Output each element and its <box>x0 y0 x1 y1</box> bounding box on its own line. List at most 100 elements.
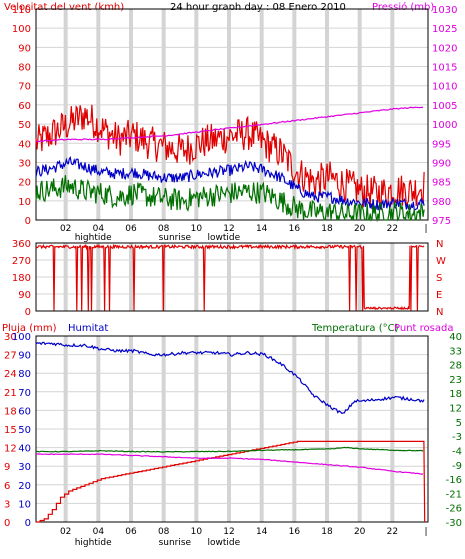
rain-tick-label: 3 <box>4 499 10 510</box>
temp-tick-label: 33 <box>449 346 462 357</box>
x-tick-label: 06 <box>125 224 137 234</box>
series-direction <box>35 243 425 311</box>
left-tick-label: 30 <box>18 158 31 169</box>
humidity-tick-label: 60 <box>18 406 31 417</box>
humidity-tick-label: 30 <box>18 462 31 473</box>
top-right-label: Pressió (mb) <box>372 1 434 13</box>
right-tick-label: 1010 <box>432 82 457 93</box>
x-tick-label: 16 <box>289 224 301 234</box>
series-dew <box>36 453 424 475</box>
compass-tick-label: N <box>436 307 443 318</box>
right-tick-label: 1015 <box>432 63 457 74</box>
humidity-tick-label: 10 <box>18 499 31 510</box>
humidity-tick-label: 80 <box>18 369 31 380</box>
rain-tick-label: 24 <box>4 369 17 380</box>
right-tick-label: 995 <box>432 139 451 150</box>
rain-tick-label: 9 <box>4 462 10 473</box>
bottom-right-label2: Punt rosada <box>394 323 453 334</box>
x-tick-label: 10 <box>191 224 203 234</box>
temp-tick-label: -26 <box>446 504 462 515</box>
temp-tick-label: -16 <box>446 475 462 486</box>
humidity-tick-label: 100 <box>12 332 31 343</box>
right-tick-label: 1005 <box>432 101 457 112</box>
right-tick-label: 975 <box>432 216 451 227</box>
right-tick-label: 980 <box>432 197 451 208</box>
series-temp <box>35 446 424 453</box>
bottom-right-label1: Temperatura (°C) <box>311 323 399 334</box>
right-tick-label: 985 <box>432 178 451 189</box>
x-event-label: hightide <box>75 233 112 243</box>
top-left-label: Velocitat del vent (kmh) <box>4 2 124 13</box>
top-series <box>35 104 425 223</box>
dir-tick-label: 90 <box>18 290 31 301</box>
x-event-label: sunrise <box>159 538 192 548</box>
mid-series <box>35 243 425 311</box>
dir-tick-label: 180 <box>12 273 31 284</box>
chart-title: 24 hour graph day : 08 Enero 2010 <box>170 2 346 13</box>
plot-frame <box>35 8 429 221</box>
temp-tick-label: -21 <box>446 489 462 500</box>
right-tick-label: 1025 <box>432 24 457 35</box>
x-tick-label: 08 <box>158 224 170 234</box>
compass-tick-label: N <box>436 239 443 250</box>
dir-tick-label: 360 <box>12 239 31 250</box>
bottom-mid-label: Humitat <box>68 323 108 334</box>
rain-tick-label: 27 <box>4 351 17 362</box>
temp-tick-label: -4 <box>452 446 462 457</box>
temp-tick-label: 18 <box>449 389 462 400</box>
x-tick-label: 02 <box>60 224 71 234</box>
rain-tick-label: 6 <box>4 481 10 492</box>
humidity-tick-label: 50 <box>18 425 31 436</box>
x-event-label: lowtide <box>208 233 241 243</box>
series-humidity <box>35 341 425 414</box>
temp-tick-label: 40 <box>449 332 462 343</box>
rain-tick-label: 12 <box>4 444 17 455</box>
x-event-label: sunrise <box>159 233 192 243</box>
dir-tick-label: 270 <box>12 256 31 267</box>
x-tick-label: 18 <box>321 527 333 537</box>
x-tick-label: 02 <box>60 527 71 537</box>
bottom-grid <box>36 336 428 522</box>
compass-tick-label: W <box>436 256 446 267</box>
bottom-axes: 0369121518212427300102030405060708090100… <box>4 332 462 548</box>
temp-tick-label: -30 <box>446 518 462 529</box>
compass-tick-label: S <box>436 273 442 284</box>
left-tick-label: 40 <box>18 139 31 150</box>
x-end-marker: | <box>424 527 427 537</box>
humidity-tick-label: 90 <box>18 351 31 362</box>
right-tick-label: 1020 <box>432 43 457 54</box>
x-tick-label: 04 <box>93 527 105 537</box>
humidity-tick-label: 0 <box>25 518 31 529</box>
series-low <box>35 175 425 223</box>
right-tick-label: 1030 <box>432 5 457 16</box>
x-tick-label: 14 <box>256 527 268 537</box>
humidity-tick-label: 20 <box>18 481 31 492</box>
plot-frame <box>35 242 429 312</box>
rain-tick-label: 21 <box>4 388 17 399</box>
temp-tick-label: -9 <box>452 461 462 472</box>
x-tick-label: 14 <box>256 224 268 234</box>
series-pressure <box>35 106 424 143</box>
rain-tick-label: 15 <box>4 425 17 436</box>
x-tick-label: 12 <box>223 224 234 234</box>
rain-tick-label: 30 <box>4 332 17 343</box>
left-tick-label: 110 <box>12 5 31 16</box>
x-tick-label: 16 <box>289 527 301 537</box>
left-tick-label: 0 <box>25 216 31 227</box>
left-tick-label: 10 <box>18 197 31 208</box>
x-event-label: hightide <box>75 538 112 548</box>
left-tick-label: 70 <box>18 82 31 93</box>
mid-grid <box>36 243 428 311</box>
temp-tick-label: 28 <box>449 361 462 372</box>
dir-tick-label: 0 <box>25 307 31 318</box>
x-event-label: lowtide <box>208 538 241 548</box>
series-gust <box>35 104 425 211</box>
x-tick-label: 18 <box>321 224 333 234</box>
left-tick-label: 80 <box>18 63 31 74</box>
left-tick-label: 50 <box>18 120 31 131</box>
x-end-marker: | <box>424 224 427 234</box>
x-tick-label: 10 <box>191 527 203 537</box>
